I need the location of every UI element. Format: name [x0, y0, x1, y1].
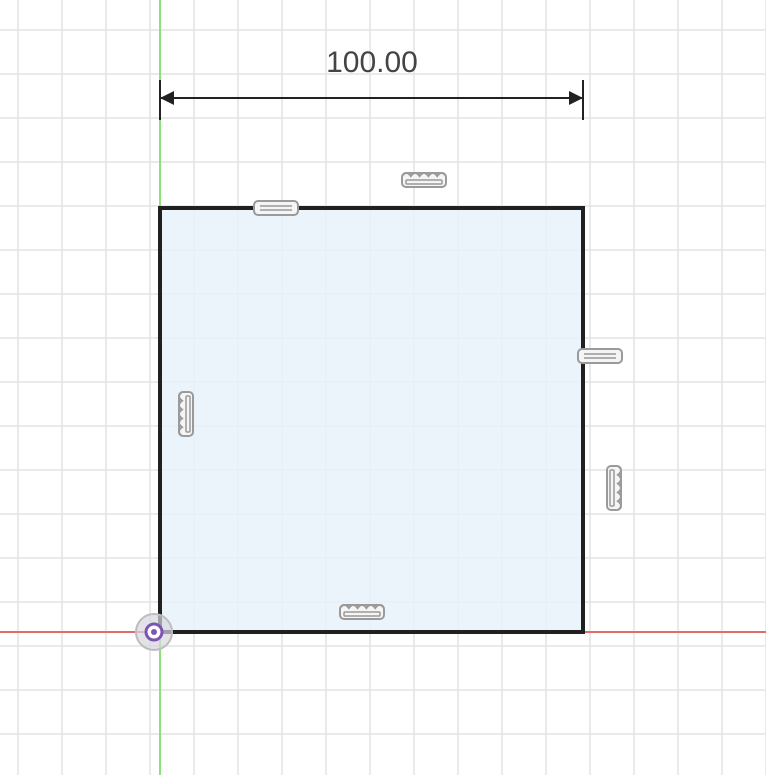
dimension-annotation[interactable]: 100.00 [160, 46, 583, 120]
parallel-constraint-icon [402, 173, 446, 187]
sketch-canvas[interactable]: 100.00 [0, 0, 766, 775]
vertical-constraint-icon [607, 466, 621, 510]
parallel-constraint-icon [340, 605, 384, 619]
vertical-constraint-icon [179, 392, 193, 436]
horizontal-constraint-icon [578, 349, 622, 363]
sketch-rectangle[interactable] [160, 208, 583, 632]
origin-point-icon[interactable] [136, 614, 172, 650]
horizontal-constraint-icon [254, 201, 298, 215]
dimension-value[interactable]: 100.00 [326, 46, 418, 79]
